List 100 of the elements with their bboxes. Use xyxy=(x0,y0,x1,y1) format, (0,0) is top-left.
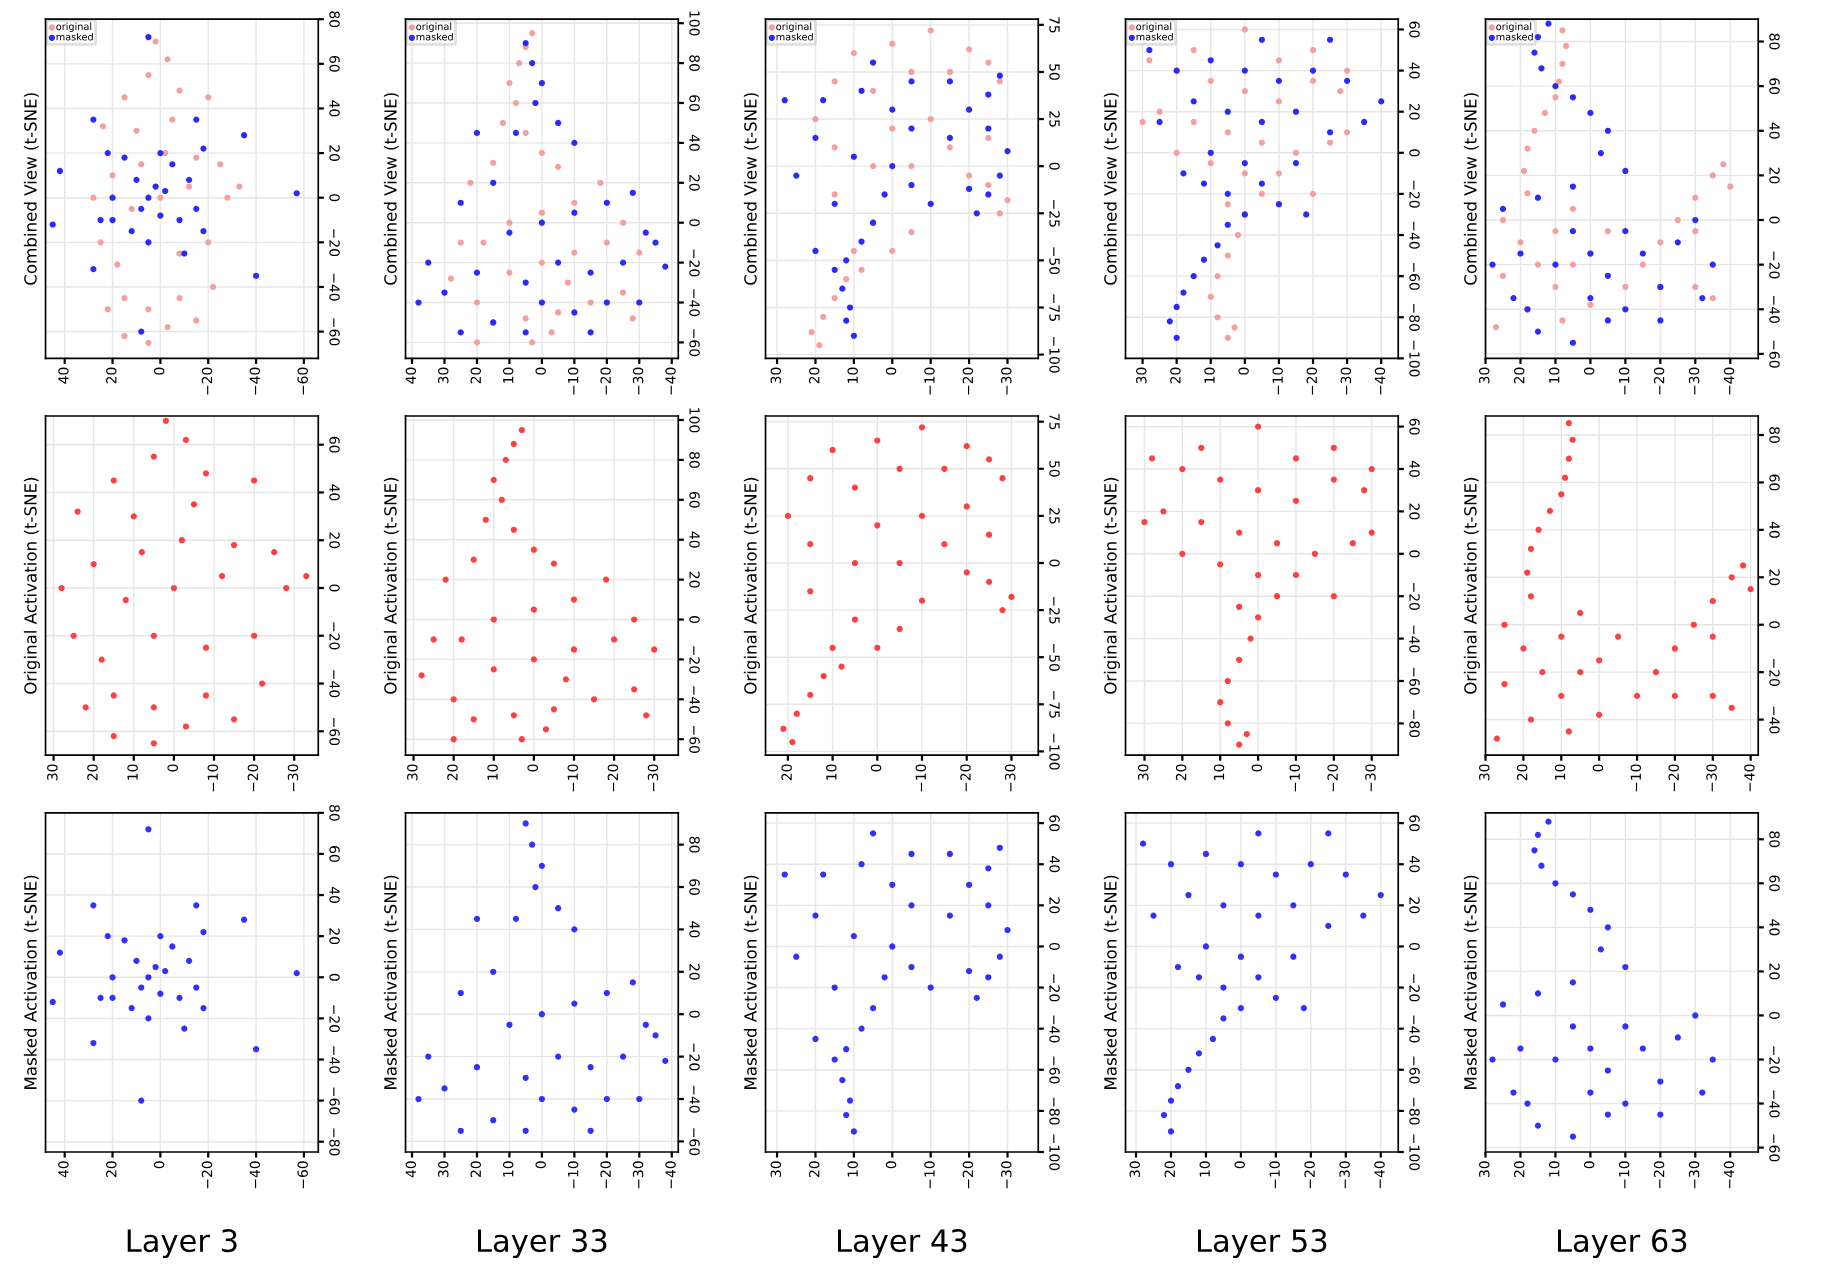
point xyxy=(850,50,857,57)
point xyxy=(839,285,846,292)
point xyxy=(1633,692,1641,699)
point xyxy=(1004,926,1011,934)
point xyxy=(425,1053,432,1060)
point xyxy=(858,87,865,94)
point xyxy=(121,332,128,340)
point xyxy=(603,1095,610,1103)
point xyxy=(1501,621,1508,628)
point xyxy=(150,704,157,711)
point xyxy=(966,46,973,53)
point xyxy=(1207,77,1214,84)
point xyxy=(1587,1089,1594,1096)
point xyxy=(1220,984,1227,991)
point xyxy=(636,1095,643,1103)
point xyxy=(1569,1023,1577,1030)
point xyxy=(98,656,105,663)
point xyxy=(1699,295,1706,302)
point xyxy=(996,953,1003,960)
y-axis-title: Masked Activation (t-SNE) xyxy=(23,875,39,1089)
point xyxy=(1344,129,1351,136)
point xyxy=(510,526,517,533)
point xyxy=(529,339,536,346)
point xyxy=(109,994,116,1001)
point xyxy=(530,656,537,663)
point xyxy=(1241,159,1248,167)
point xyxy=(538,149,546,156)
point xyxy=(1361,487,1368,494)
point xyxy=(1243,730,1250,738)
point xyxy=(896,625,903,633)
point xyxy=(293,970,300,977)
point xyxy=(1361,118,1368,126)
point xyxy=(1569,94,1577,101)
point xyxy=(941,541,948,548)
point xyxy=(946,134,954,142)
point xyxy=(1524,145,1531,152)
point xyxy=(490,968,497,975)
point xyxy=(157,933,164,940)
point xyxy=(90,561,97,568)
point xyxy=(908,78,915,85)
point xyxy=(170,584,177,592)
point xyxy=(820,672,827,680)
point xyxy=(587,329,594,336)
point xyxy=(838,663,845,670)
point xyxy=(1569,183,1577,190)
point xyxy=(636,249,643,256)
point xyxy=(1258,118,1265,126)
point xyxy=(200,1005,207,1012)
point xyxy=(1552,261,1559,268)
point xyxy=(1562,42,1570,50)
point xyxy=(1167,1128,1175,1135)
point xyxy=(1254,614,1262,621)
point xyxy=(1587,301,1594,308)
point xyxy=(190,501,198,508)
point xyxy=(820,313,827,321)
point xyxy=(538,299,546,306)
point xyxy=(1290,902,1297,909)
point xyxy=(490,666,497,673)
point xyxy=(138,1097,145,1104)
point xyxy=(946,144,954,151)
point xyxy=(908,163,915,170)
point xyxy=(1657,1111,1664,1118)
point xyxy=(480,239,487,246)
point xyxy=(1200,180,1208,187)
point xyxy=(1258,139,1265,146)
point xyxy=(807,588,814,595)
point xyxy=(781,871,788,878)
point xyxy=(121,94,128,101)
point xyxy=(157,149,164,157)
point xyxy=(881,191,888,198)
point xyxy=(1569,979,1577,986)
point xyxy=(1541,109,1549,117)
point xyxy=(1217,561,1224,568)
point xyxy=(1565,455,1572,462)
point xyxy=(1217,699,1224,706)
point xyxy=(1527,545,1535,552)
point xyxy=(97,239,104,246)
point xyxy=(571,199,578,206)
point xyxy=(185,183,193,190)
point xyxy=(259,680,266,687)
point xyxy=(966,968,973,975)
point xyxy=(550,706,558,713)
point xyxy=(538,79,546,87)
point xyxy=(571,249,578,256)
point xyxy=(506,79,513,87)
point xyxy=(181,1025,188,1032)
point xyxy=(1558,692,1565,699)
point xyxy=(1622,283,1629,291)
point xyxy=(1173,303,1180,311)
point xyxy=(1330,593,1337,600)
point xyxy=(896,559,903,567)
point xyxy=(1190,98,1197,105)
point xyxy=(1241,67,1248,74)
point xyxy=(1180,289,1187,296)
point xyxy=(831,191,838,198)
point xyxy=(1236,529,1243,536)
point xyxy=(1569,1133,1577,1140)
point xyxy=(529,841,536,848)
point xyxy=(415,1095,422,1103)
point xyxy=(162,417,169,424)
